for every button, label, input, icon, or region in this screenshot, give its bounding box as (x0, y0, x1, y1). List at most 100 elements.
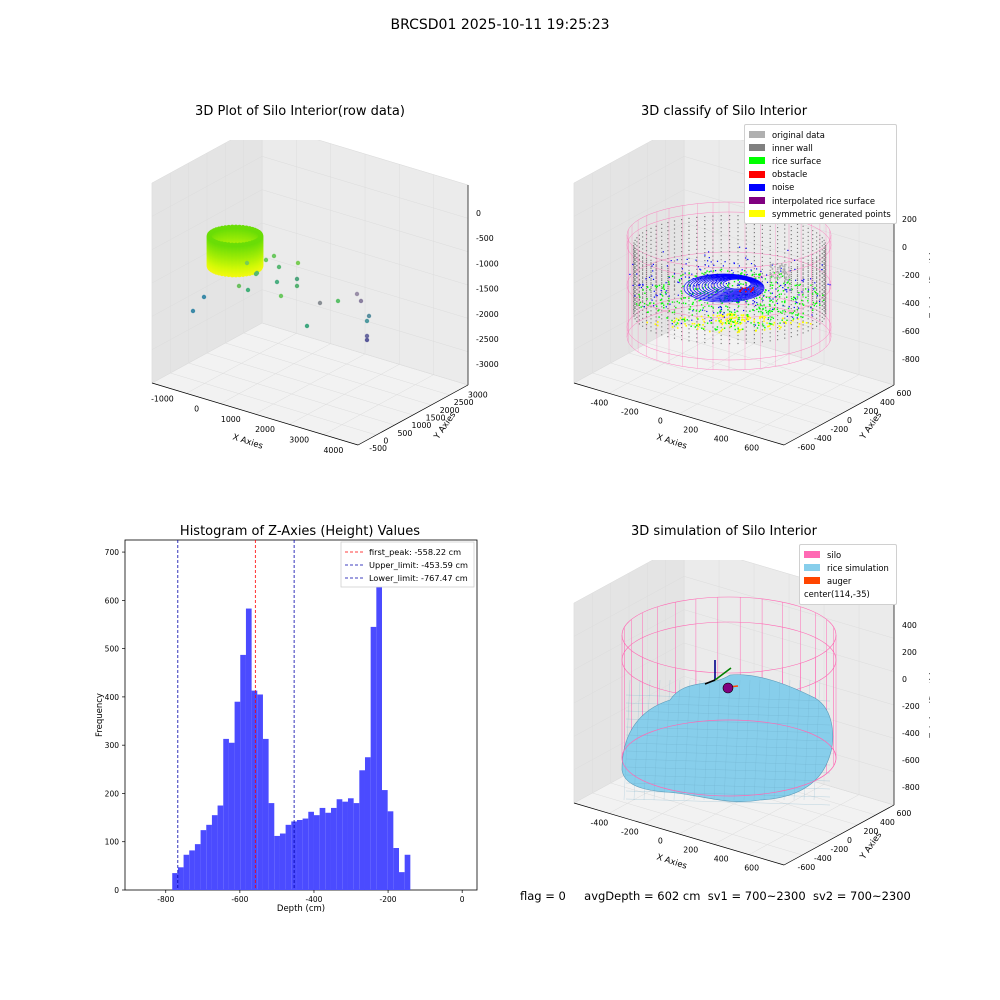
rice-surface-point (781, 275, 784, 277)
inner-wall-point (667, 332, 669, 334)
inner-wall-point (824, 255, 826, 257)
inner-wall-point (633, 303, 635, 305)
inner-wall-point (633, 307, 635, 309)
raw-point (245, 287, 251, 293)
rice-surface-point (777, 310, 780, 313)
noise-point (810, 307, 812, 309)
inner-wall-point (650, 330, 652, 332)
grid-line (573, 156, 685, 217)
inner-wall-point (825, 297, 827, 299)
rice-surface-point (680, 290, 682, 292)
inner-wall-point (802, 328, 804, 330)
legend-swatch (804, 577, 820, 585)
inner-wall-point (812, 262, 814, 264)
inner-wall-point (634, 251, 636, 253)
inner-wall-point (633, 290, 635, 292)
noise-point (651, 275, 653, 277)
inner-wall-point (729, 263, 731, 265)
inner-wall-point (802, 272, 804, 274)
inner-wall-point (821, 241, 823, 243)
rice-surface-point (763, 304, 765, 306)
rice-surface-point (708, 305, 710, 307)
inner-wall-point (636, 261, 638, 263)
rice-surface-point (775, 281, 777, 283)
inner-wall-point (823, 250, 825, 252)
obstacle-point (740, 288, 743, 291)
inner-wall-point (812, 304, 814, 306)
inner-wall-point (633, 287, 635, 289)
symmetric-point (725, 322, 728, 325)
inner-wall-point (704, 220, 706, 222)
inner-wall-point (638, 311, 640, 313)
rice-surface-point (713, 287, 716, 289)
rice-surface-point (671, 319, 673, 322)
rice-surface-point (658, 284, 661, 287)
inner-wall-point (633, 299, 635, 301)
inner-wall-point (650, 302, 652, 304)
inner-wall-point (745, 263, 747, 265)
inner-wall-point (655, 289, 657, 291)
inner-wall-point (673, 317, 676, 319)
rice-surface-point (731, 300, 733, 302)
noise-point (673, 273, 676, 275)
inner-wall-point (790, 280, 792, 282)
histogram-bar (223, 738, 229, 890)
original-point (780, 276, 782, 278)
inner-wall-point (667, 238, 669, 240)
inner-wall-point (777, 319, 779, 321)
noise-point (666, 265, 668, 267)
inner-wall-point (802, 296, 804, 298)
raw-point (354, 291, 360, 297)
inner-wall-point (720, 267, 722, 269)
noise-point (710, 261, 712, 263)
inner-wall-point (769, 312, 771, 314)
x-tick-label: 1000 (221, 415, 241, 424)
x-axis-label: X Axies (655, 852, 688, 871)
inner-wall-point (650, 286, 652, 288)
rice-surface-point (647, 304, 649, 306)
rice-surface-point (776, 277, 778, 279)
noise-point (737, 301, 739, 303)
rice-surface-point (730, 318, 732, 321)
noise-point (632, 284, 634, 286)
inner-wall-point (720, 219, 722, 221)
symmetric-point (768, 325, 771, 327)
inner-wall-point (796, 275, 799, 277)
x-tick-label: -600 (231, 895, 248, 904)
noise-point (703, 298, 705, 300)
inner-wall-point (812, 290, 814, 292)
inner-wall-point (661, 275, 663, 277)
inner-wall-point (812, 246, 814, 248)
surface-mesh-line (625, 774, 831, 782)
inner-wall-point (645, 234, 648, 236)
simulation-legend: silo rice simulation auger center(114,-3… (799, 544, 897, 605)
rice-surface-point (775, 296, 777, 298)
inner-wall-point (661, 263, 663, 265)
inner-wall-point (650, 239, 652, 241)
inner-wall-point (812, 242, 814, 244)
inner-wall-point (720, 235, 722, 237)
inner-wall-point (645, 260, 648, 262)
inner-wall-point (729, 267, 731, 269)
inner-wall-point (720, 310, 722, 313)
rice-surface-point (813, 304, 815, 307)
inner-wall-point (633, 258, 635, 260)
inner-wall-point (696, 305, 698, 307)
inner-wall-point (737, 330, 739, 333)
noise-point (796, 317, 798, 319)
inner-wall-point (638, 278, 640, 280)
rice-surface-point (814, 303, 816, 305)
histogram-bar (172, 873, 178, 890)
inner-wall-point (729, 307, 731, 309)
inner-wall-point (737, 235, 739, 237)
inner-wall-point (729, 227, 731, 229)
rice-surface-point (671, 311, 674, 314)
symmetric-point (734, 320, 736, 322)
rice-surface-point (689, 308, 691, 310)
inner-wall-point (638, 255, 640, 257)
rice-surface-point (680, 297, 682, 300)
inner-wall-point (645, 262, 648, 264)
inner-wall-point (769, 253, 771, 255)
inner-wall-point (655, 296, 657, 298)
symmetric-point (743, 319, 746, 321)
